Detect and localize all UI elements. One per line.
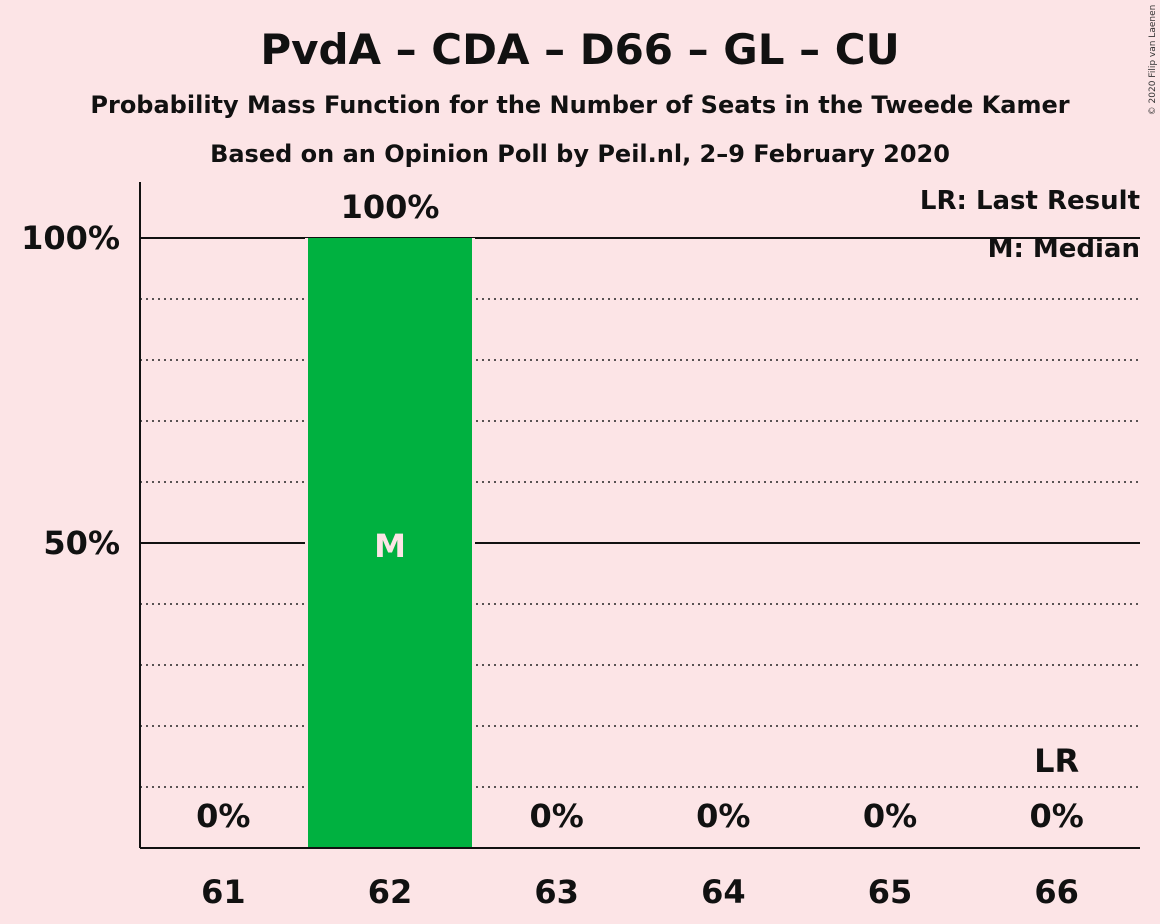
x-tick-label: 65 (868, 873, 913, 911)
y-tick-label: 100% (21, 219, 120, 257)
bars (305, 238, 475, 848)
axes (139, 182, 1140, 849)
bar (308, 238, 472, 848)
bar-value-label: 0% (863, 797, 917, 835)
bar-value-label: 100% (341, 188, 440, 226)
legend-last-result: LR: Last Result (920, 186, 1140, 216)
x-tick-label: 66 (1034, 873, 1079, 911)
legend-median: M: Median (988, 234, 1140, 264)
bar-value-label: 0% (1030, 797, 1084, 835)
labels: 50% 100% 0% 61 100% M 62 0% 63 0% 64 0% 65 0% LR 66 (21, 188, 1084, 911)
median-marker: M (374, 527, 406, 565)
bar-value-label: 0% (696, 797, 750, 835)
x-tick-label: 64 (701, 873, 746, 911)
gridlines (140, 237, 1140, 788)
x-tick-label: 63 (534, 873, 579, 911)
chart-subtitle-source: Based on an Opinion Poll by Peil.nl, 2–9… (210, 140, 950, 168)
copyright-notice: © 2020 Filip van Laenen (1148, 5, 1158, 116)
bar-value-label: 0% (530, 797, 584, 835)
x-tick-label: 61 (201, 873, 246, 911)
chart-title: PvdA – CDA – D66 – GL – CU (260, 25, 899, 74)
y-tick-label: 50% (43, 524, 120, 562)
chart-subtitle: Probability Mass Function for the Number… (90, 91, 1069, 119)
bar-value-label: 0% (196, 797, 250, 835)
last-result-marker: LR (1034, 742, 1079, 780)
x-tick-label: 62 (368, 873, 413, 911)
